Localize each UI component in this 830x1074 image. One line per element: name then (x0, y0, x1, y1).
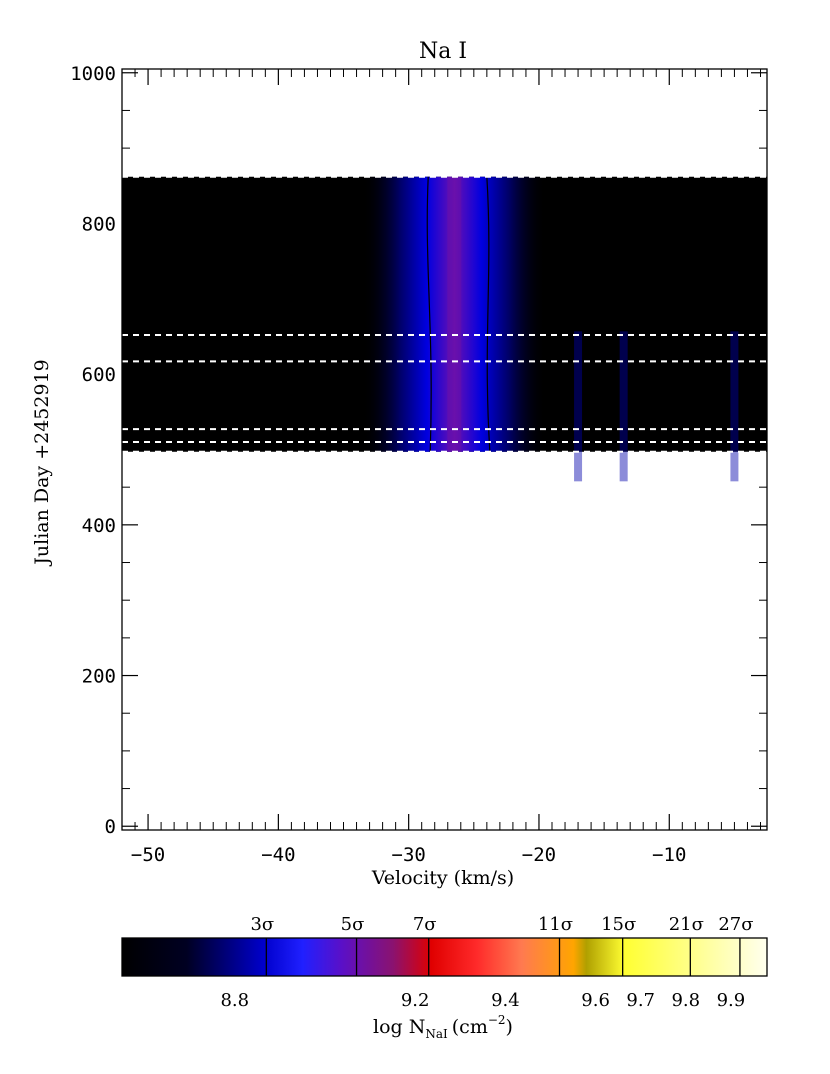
chart-title: Na I (419, 39, 467, 64)
colorbar-label-exp: −2 (488, 1013, 506, 1027)
x-axis-label: Velocity (km/s) (371, 867, 514, 889)
sigma-level-label: 5σ (341, 914, 365, 935)
y-tick-label: 400 (82, 515, 116, 537)
y-tick-label: 600 (82, 364, 116, 386)
contour-line-right (486, 176, 491, 452)
plot-area: −50 −40 −30 −20 −10 0 200 400 600 800 1000 (70, 63, 768, 866)
sigma-level-label: 15σ (601, 914, 636, 935)
sigma-level-label: 3σ (250, 914, 274, 935)
y-tick-label: 800 (82, 213, 116, 235)
colorbar-gradient (121, 937, 768, 977)
x-tick-label: −10 (652, 844, 686, 866)
colorbar-label-sub: NaI (425, 1027, 448, 1041)
absorption-core (447, 176, 462, 452)
colorbar: 3σ 5σ 7σ 11σ 15σ 21σ 27σ 8.8 9.2 9.4 9.6 9.7 9.8 9.9 (121, 914, 768, 1011)
colorbar-tick-label: 9.6 (581, 990, 610, 1011)
colorbar-tick-label: 9.7 (626, 990, 655, 1011)
y-tick-label: 1000 (70, 63, 116, 85)
colorbar-label-main: log N (373, 1016, 425, 1038)
streak-1 (619, 331, 628, 482)
x-tick-label: −50 (131, 844, 165, 866)
colorbar-tick-label: 8.8 (220, 990, 249, 1011)
x-tick-label: −40 (261, 844, 295, 866)
sigma-level-label: 21σ (669, 914, 704, 935)
streak-0 (574, 331, 583, 482)
y-tick-label: 200 (82, 666, 116, 688)
colorbar-tick-label: 9.4 (491, 990, 520, 1011)
y-tick-label: 0 (105, 816, 116, 838)
colorbar-tick-label: 9.8 (671, 990, 700, 1011)
colorbar-label-close: ) (506, 1016, 513, 1038)
sigma-level-label: 7σ (413, 914, 437, 935)
sigma-level-label: 27σ (718, 914, 753, 935)
sigma-level-label: 11σ (538, 914, 573, 935)
colorbar-label: log NNaI (cm−2) (373, 1013, 513, 1041)
streak-2 (730, 331, 739, 482)
x-tick-label: −30 (392, 844, 426, 866)
y-axis-label: Julian Day +2452919 (31, 359, 53, 566)
contour-line-left (426, 176, 432, 452)
colorbar-label-unit: (cm (452, 1016, 488, 1038)
x-tick-label: −20 (522, 844, 556, 866)
colorbar-tick-label: 9.2 (401, 990, 430, 1011)
colorbar-tick-label: 9.9 (717, 990, 746, 1011)
